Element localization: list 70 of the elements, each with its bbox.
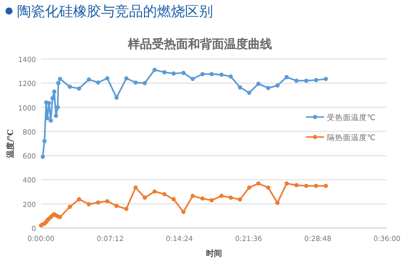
point bbox=[210, 72, 214, 76]
point bbox=[86, 77, 91, 82]
point bbox=[76, 197, 82, 202]
point bbox=[324, 76, 328, 82]
x-axis-title: 时间 bbox=[206, 248, 222, 258]
point bbox=[124, 76, 128, 80]
point bbox=[42, 138, 47, 144]
point bbox=[124, 206, 128, 212]
point bbox=[228, 74, 233, 79]
point bbox=[210, 198, 214, 202]
point bbox=[105, 199, 110, 204]
point bbox=[54, 114, 58, 118]
point bbox=[40, 154, 45, 159]
point bbox=[247, 185, 252, 190]
point bbox=[238, 85, 242, 90]
chart-title: 样品受热面和背面温度曲线 bbox=[127, 37, 272, 51]
point bbox=[105, 76, 110, 80]
point bbox=[172, 71, 176, 76]
point bbox=[190, 194, 195, 198]
point bbox=[284, 181, 289, 186]
point bbox=[238, 197, 242, 202]
point bbox=[96, 80, 100, 85]
point bbox=[294, 183, 299, 188]
point bbox=[181, 70, 186, 75]
point bbox=[256, 82, 261, 86]
point bbox=[86, 202, 91, 206]
point bbox=[162, 70, 167, 74]
point bbox=[228, 195, 233, 200]
point bbox=[219, 72, 224, 77]
point bbox=[275, 200, 280, 205]
point bbox=[294, 78, 299, 83]
point bbox=[190, 76, 195, 82]
point bbox=[52, 89, 56, 94]
point bbox=[256, 181, 261, 186]
point bbox=[133, 80, 138, 85]
point bbox=[284, 75, 289, 80]
point bbox=[314, 78, 318, 82]
point bbox=[133, 185, 138, 190]
y-axis-title: 温度/℃ bbox=[5, 128, 15, 159]
point bbox=[58, 214, 62, 220]
point bbox=[114, 204, 119, 208]
point bbox=[314, 184, 318, 188]
point bbox=[247, 90, 252, 95]
point bbox=[46, 100, 52, 106]
point bbox=[56, 81, 60, 86]
point bbox=[181, 210, 186, 214]
point bbox=[76, 86, 82, 91]
point bbox=[172, 197, 176, 202]
point bbox=[142, 195, 147, 200]
point bbox=[266, 86, 270, 90]
point bbox=[152, 68, 157, 72]
point bbox=[200, 196, 205, 201]
point bbox=[48, 118, 53, 123]
point bbox=[162, 192, 167, 196]
point bbox=[275, 83, 280, 88]
point bbox=[56, 105, 60, 110]
text: 陶瓷化硅橡胶与竞品的燃烧区别 bbox=[17, 4, 213, 20]
point bbox=[304, 184, 308, 188]
point bbox=[96, 200, 100, 205]
point bbox=[152, 189, 157, 194]
point bbox=[266, 185, 270, 190]
point bbox=[68, 84, 72, 89]
point bbox=[142, 81, 147, 86]
point bbox=[58, 76, 62, 82]
point bbox=[200, 72, 205, 76]
point bbox=[114, 96, 119, 100]
point bbox=[324, 184, 328, 188]
point bbox=[219, 194, 224, 198]
point bbox=[68, 204, 72, 209]
point bbox=[304, 78, 308, 83]
